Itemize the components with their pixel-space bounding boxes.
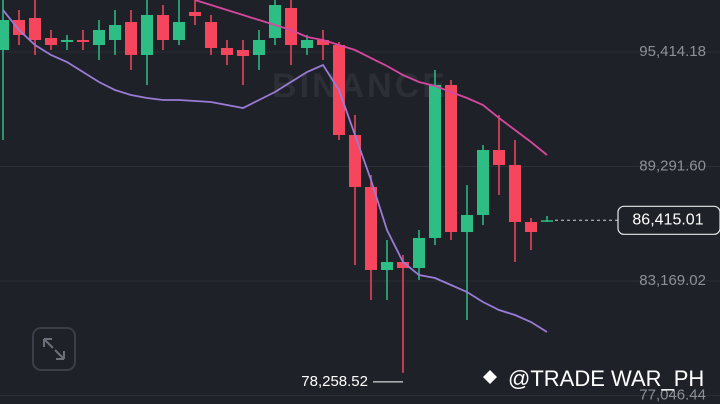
candle-body: [509, 165, 521, 223]
candle-body: [269, 5, 281, 39]
last-price-label: 86,415.01: [632, 212, 703, 229]
watermark-icon: [483, 370, 497, 384]
candle-body: [301, 40, 313, 49]
candle-body: [157, 14, 169, 41]
y-tick-label: 95,414.18: [639, 43, 706, 60]
candle-body: [237, 50, 249, 57]
last-price-tag: [617, 205, 720, 235]
candle-body: [253, 40, 265, 56]
moving-average-line: [194, 0, 548, 156]
candle-body: [429, 85, 441, 239]
watermark-group: @TRADE WAR_PH: [483, 366, 704, 391]
candle-body: [221, 48, 233, 56]
candle-body: [477, 150, 489, 216]
moving-average-line: [2, 9, 548, 333]
marks: 78,258.52 86,415.01: [0, 0, 720, 390]
candle-body: [381, 261, 393, 271]
candle-body: [285, 8, 297, 46]
candle-body: [93, 29, 105, 46]
candle-body: [109, 25, 121, 41]
expand-icon: [43, 338, 65, 360]
candle-body: [0, 20, 9, 51]
candle-body: [173, 22, 185, 41]
candle-body: [13, 20, 25, 36]
candle-body: [61, 40, 73, 43]
candle-body: [77, 40, 89, 43]
candle-body: [189, 12, 201, 17]
candle-body: [525, 222, 537, 233]
candle-body: [397, 261, 409, 269]
candle-body: [45, 38, 57, 46]
grid: 95,414.18 89,291.60 83,169.02 77,046.44: [0, 43, 720, 403]
candle-body: [205, 22, 217, 49]
logo-watermark: BINANCE: [272, 67, 448, 105]
candle-body: [493, 150, 505, 166]
candle-body: [317, 40, 329, 46]
candle-body: [125, 22, 137, 56]
candle-body: [413, 238, 425, 269]
candle-body: [445, 85, 457, 233]
watermark-text: @TRADE WAR_PH: [508, 366, 704, 391]
candle-body: [541, 220, 553, 222]
y-tick-label: 89,291.60: [639, 157, 706, 174]
candle-body: [461, 215, 473, 233]
candle-body: [349, 135, 361, 188]
y-tick-label: 77,046.44: [639, 386, 706, 403]
expand-button[interactable]: [32, 327, 76, 371]
candle-body: [29, 18, 41, 41]
y-tick-label: 83,169.02: [639, 272, 706, 289]
candle-body: [365, 187, 377, 271]
candle-body: [141, 14, 153, 56]
low-label: 78,258.52: [301, 373, 368, 390]
expand-frame: [32, 327, 76, 371]
